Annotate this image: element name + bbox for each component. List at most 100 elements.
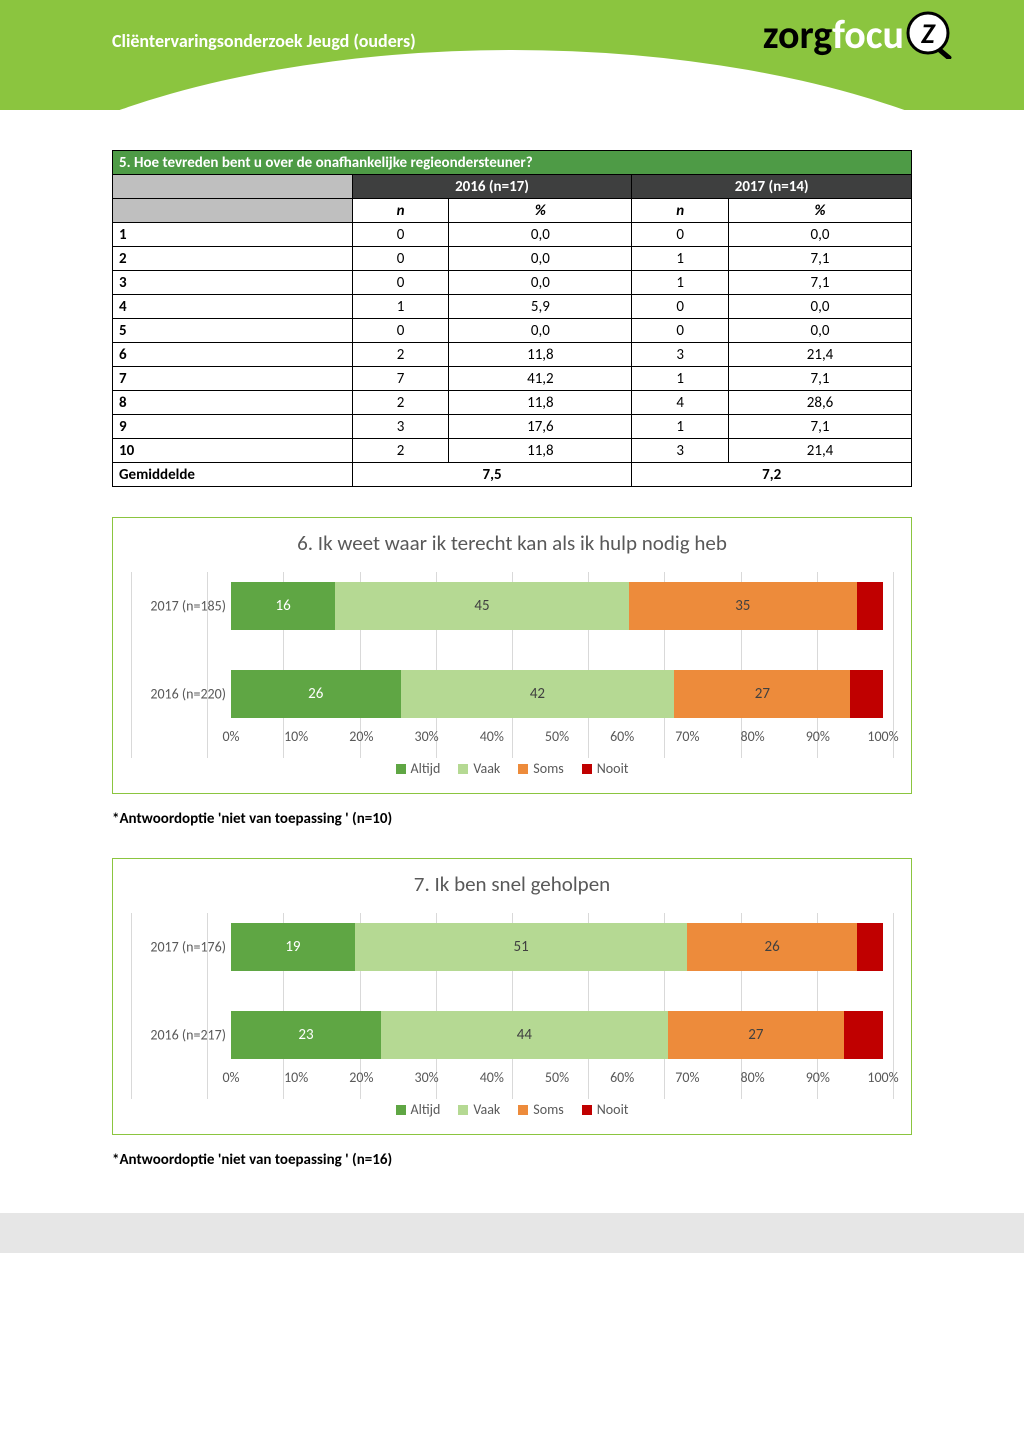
bar-segment: 27 — [674, 670, 850, 718]
bar-segment: 26 — [687, 923, 857, 971]
row-n-2016: 2 — [352, 439, 449, 463]
footer-bar — [0, 1213, 1024, 1253]
row-category: 7 — [113, 367, 353, 391]
logo: zorgfocu Z — [763, 10, 954, 59]
legend-label: Nooit — [597, 760, 629, 777]
row-n-2016: 0 — [352, 223, 449, 247]
axis-tick-label: 70% — [675, 728, 699, 745]
logo-z-icon: Z — [906, 11, 954, 59]
row-n-2017: 1 — [632, 271, 729, 295]
row-pct-2016: 11,8 — [449, 391, 632, 415]
bars-area: 2017 (n=185)1645352016 (n=220)2642270%10… — [131, 582, 893, 748]
bar-segment: 23 — [231, 1011, 381, 1059]
axis-tick-label: 100% — [867, 1069, 898, 1086]
row-pct-2017: 7,1 — [729, 415, 912, 439]
chart-footnote: *Antwoordoptie 'niet van toepassing ' (n… — [112, 810, 912, 828]
row-n-2017: 4 — [632, 391, 729, 415]
legend-item: Altijd — [396, 760, 441, 777]
row-category: 8 — [113, 391, 353, 415]
legend-item: Vaak — [458, 1101, 500, 1118]
chart-title: 7. Ik ben snel geholpen — [131, 871, 893, 897]
page-header: Cliëntervaringsonderzoek Jeugd (ouders) … — [0, 0, 1024, 110]
bar-stack: 234427 — [231, 1011, 883, 1059]
bar-row-label: 2017 (n=185) — [131, 598, 226, 615]
bar-segment: 42 — [401, 670, 675, 718]
table-row: 10211,8321,4 — [113, 439, 912, 463]
bar-row: 2017 (n=185)164535 — [231, 582, 883, 630]
row-category: 5 — [113, 319, 353, 343]
row-pct-2017: 7,1 — [729, 271, 912, 295]
row-pct-2017: 0,0 — [729, 223, 912, 247]
bar-segment: 44 — [381, 1011, 668, 1059]
row-n-2016: 2 — [352, 343, 449, 367]
axis-tick-label: 80% — [740, 1069, 764, 1086]
chart-box: 6. Ik weet waar ik terecht kan als ik hu… — [112, 517, 912, 794]
row-n-2016: 0 — [352, 247, 449, 271]
row-category: 4 — [113, 295, 353, 319]
axis-tick-label: 70% — [675, 1069, 699, 1086]
row-pct-2016: 0,0 — [449, 247, 632, 271]
table-row: 8211,8428,6 — [113, 391, 912, 415]
legend-label: Vaak — [473, 760, 500, 777]
bar-segment: 19 — [231, 923, 355, 971]
legend-label: Nooit — [597, 1101, 629, 1118]
bar-segment — [857, 923, 883, 971]
bar-segment — [850, 670, 883, 718]
legend-label: Altijd — [411, 1101, 441, 1118]
bar-row: 2017 (n=176)195126 — [231, 923, 883, 971]
row-pct-2016: 41,2 — [449, 367, 632, 391]
legend-swatch — [518, 764, 528, 774]
bar-row-label: 2016 (n=220) — [131, 686, 226, 703]
legend-label: Soms — [533, 760, 563, 777]
content-area: 5. Hoe tevreden bent u over de onafhanke… — [0, 110, 1024, 1189]
axis-tick-label: 40% — [480, 1069, 504, 1086]
row-pct-2017: 7,1 — [729, 367, 912, 391]
legend-item: Nooit — [582, 760, 629, 777]
bar-segment: 35 — [629, 582, 857, 630]
row-n-2016: 1 — [352, 295, 449, 319]
legend-label: Soms — [533, 1101, 563, 1118]
axis-tick-label: 40% — [480, 728, 504, 745]
legend-swatch — [582, 1105, 592, 1115]
table-title: 5. Hoe tevreden bent u over de onafhanke… — [113, 151, 912, 175]
svg-text:Z: Z — [920, 16, 936, 51]
bar-segment — [844, 1011, 883, 1059]
avg-2017: 7,2 — [632, 463, 912, 487]
bar-row-label: 2017 (n=176) — [131, 939, 226, 956]
row-pct-2016: 0,0 — [449, 319, 632, 343]
chart-footnote: *Antwoordoptie 'niet van toepassing ' (n… — [112, 1151, 912, 1169]
axis-tick-label: 0% — [222, 1069, 239, 1086]
row-pct-2017: 7,1 — [729, 247, 912, 271]
x-axis: 0%10%20%30%40%50%60%70%80%90%100% — [231, 1069, 883, 1089]
legend-label: Altijd — [411, 760, 441, 777]
col-pct-2017: % — [729, 199, 912, 223]
axis-tick-label: 60% — [610, 728, 634, 745]
bar-stack: 195126 — [231, 923, 883, 971]
row-category: 3 — [113, 271, 353, 295]
row-n-2017: 3 — [632, 343, 729, 367]
axis-tick-label: 100% — [867, 728, 898, 745]
legend-item: Vaak — [458, 760, 500, 777]
bar-segment: 27 — [668, 1011, 844, 1059]
avg-label: Gemiddelde — [113, 463, 353, 487]
question-5-table: 5. Hoe tevreden bent u over de onafhanke… — [112, 150, 912, 487]
row-n-2017: 0 — [632, 295, 729, 319]
axis-tick-label: 10% — [284, 728, 308, 745]
row-pct-2016: 0,0 — [449, 223, 632, 247]
axis-tick-label: 60% — [610, 1069, 634, 1086]
table-row: 7741,217,1 — [113, 367, 912, 391]
row-pct-2017: 0,0 — [729, 295, 912, 319]
table-row: 200,017,1 — [113, 247, 912, 271]
logo-text-focu: focu — [832, 10, 904, 59]
chart-title: 6. Ik weet waar ik terecht kan als ik hu… — [131, 530, 893, 556]
axis-tick-label: 80% — [740, 728, 764, 745]
x-axis: 0%10%20%30%40%50%60%70%80%90%100% — [231, 728, 883, 748]
legend-label: Vaak — [473, 1101, 500, 1118]
bar-stack: 264227 — [231, 670, 883, 718]
row-n-2016: 0 — [352, 271, 449, 295]
header-title: Cliëntervaringsonderzoek Jeugd (ouders) — [112, 30, 416, 52]
row-category: 9 — [113, 415, 353, 439]
legend-swatch — [396, 1105, 406, 1115]
axis-tick-label: 50% — [545, 1069, 569, 1086]
row-pct-2016: 11,8 — [449, 439, 632, 463]
